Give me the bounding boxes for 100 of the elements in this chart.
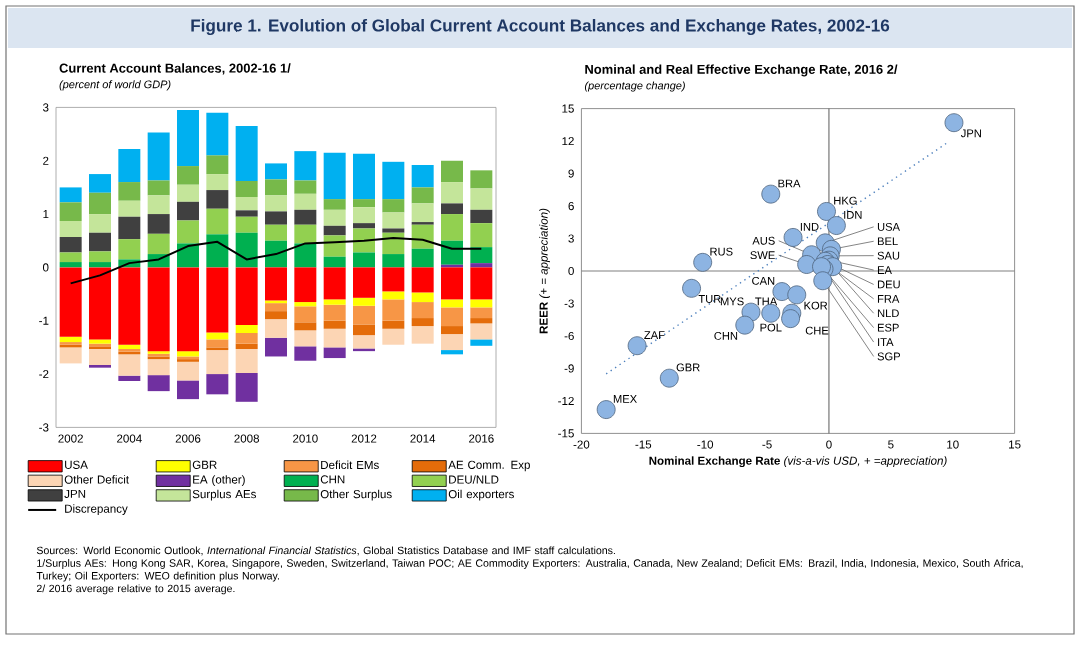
bar	[353, 199, 375, 208]
bar	[470, 299, 493, 308]
bar	[89, 267, 111, 340]
point	[813, 271, 833, 291]
bar	[59, 187, 82, 203]
bar	[147, 267, 170, 352]
bar	[265, 319, 287, 338]
bar	[323, 299, 346, 305]
bar	[441, 240, 463, 265]
bar	[235, 325, 258, 333]
bar	[441, 267, 463, 300]
bar	[147, 233, 170, 255]
bar	[353, 207, 375, 224]
bar	[382, 328, 405, 345]
bar	[265, 240, 287, 268]
bar	[411, 248, 434, 268]
bar	[206, 234, 229, 268]
point	[781, 309, 800, 329]
bar	[441, 326, 463, 335]
bar	[265, 311, 287, 320]
bar	[235, 216, 258, 233]
point	[735, 315, 755, 335]
bar	[353, 252, 375, 268]
bar	[118, 200, 141, 217]
bar	[235, 267, 258, 325]
bar	[206, 190, 229, 209]
bar	[89, 251, 111, 263]
bar	[206, 112, 229, 156]
point	[944, 113, 964, 133]
bar	[59, 262, 82, 268]
bar	[382, 212, 405, 229]
bar	[89, 214, 111, 233]
bar	[59, 252, 82, 263]
point	[682, 278, 701, 298]
bar	[59, 267, 82, 337]
bar	[294, 330, 317, 347]
bar	[294, 151, 317, 181]
bar	[411, 267, 434, 293]
bar	[411, 292, 434, 303]
bar	[353, 335, 375, 349]
bar	[470, 267, 493, 300]
bar	[353, 297, 375, 306]
bar	[441, 307, 463, 327]
bar	[59, 336, 82, 343]
bar	[177, 380, 199, 400]
bar	[323, 304, 346, 321]
bar	[118, 354, 141, 376]
bar	[89, 192, 111, 215]
bar	[470, 323, 493, 340]
point	[826, 216, 846, 235]
bar	[177, 351, 199, 357]
bar	[382, 254, 405, 268]
bar	[353, 324, 375, 336]
bar	[89, 174, 111, 193]
bar	[118, 375, 141, 381]
bar	[323, 320, 346, 329]
bar	[235, 343, 258, 349]
bar	[118, 267, 141, 345]
bar	[265, 267, 287, 301]
bar	[235, 181, 258, 198]
bar	[177, 220, 199, 244]
bar	[323, 209, 346, 226]
bar	[265, 224, 287, 241]
bar	[206, 374, 229, 395]
bar	[235, 333, 258, 344]
bar	[235, 210, 258, 217]
bar	[177, 166, 199, 185]
point	[627, 336, 647, 356]
bar	[206, 332, 229, 340]
bar	[147, 180, 170, 196]
bar	[470, 209, 493, 224]
text: Figure 1. Evolution of Global Current Account Balances and Exchange Rates, 2002-16	[191, 18, 890, 36]
bar	[177, 243, 199, 268]
point	[693, 252, 713, 272]
bar	[353, 223, 375, 229]
bar	[470, 223, 493, 248]
bar	[470, 339, 493, 346]
bar	[382, 320, 405, 329]
bar	[235, 126, 258, 182]
bar	[323, 152, 346, 200]
bar	[294, 306, 317, 323]
bar	[382, 299, 405, 321]
bar	[441, 203, 463, 215]
point	[787, 285, 807, 305]
bar	[265, 163, 287, 180]
bar	[294, 322, 317, 331]
bar	[323, 199, 346, 210]
point	[783, 228, 803, 247]
bar	[382, 291, 405, 300]
bar	[89, 349, 111, 365]
bar	[206, 155, 229, 175]
bar	[411, 326, 434, 344]
bar	[235, 373, 258, 402]
bar	[235, 197, 258, 211]
bar	[411, 203, 434, 223]
bar	[294, 209, 317, 225]
bar	[353, 153, 375, 200]
bar	[470, 188, 493, 210]
bar	[206, 174, 229, 191]
bar	[323, 267, 346, 300]
